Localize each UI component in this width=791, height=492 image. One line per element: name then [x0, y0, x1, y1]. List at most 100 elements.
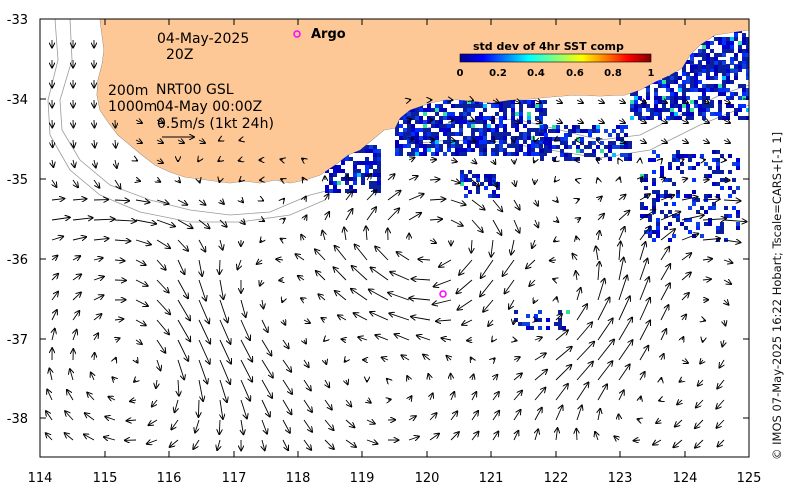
sst-pixel [714, 76, 718, 80]
current-vector [660, 283, 670, 301]
current-vector [408, 213, 421, 221]
sst-pixel [345, 181, 349, 185]
sst-pixel [468, 178, 472, 182]
sst-pixel [720, 178, 724, 182]
current-vector [240, 180, 241, 181]
current-vector [282, 399, 291, 414]
current-vector [534, 300, 535, 303]
sst-pixel [463, 100, 467, 104]
current-vector [429, 413, 437, 421]
current-vector [366, 226, 367, 241]
current-vector [375, 335, 389, 341]
sst-pixel [377, 169, 381, 173]
sst-pixel [710, 104, 714, 108]
sst-pixel [746, 53, 749, 57]
current-vector [157, 180, 160, 182]
current-vector [724, 320, 725, 325]
sst-pixel [495, 124, 499, 128]
sst-pixel [488, 178, 492, 182]
sst-pixel [435, 120, 439, 124]
sst-pixel [455, 152, 459, 156]
sst-pixel [726, 72, 730, 76]
x-tick-label: 124 [673, 471, 698, 486]
current-vector [511, 239, 514, 255]
current-vector [177, 299, 190, 320]
sst-pixel [491, 104, 495, 108]
sst-pixel [479, 116, 483, 120]
sst-pixel [736, 186, 740, 190]
sst-pixel [690, 60, 694, 64]
sst-pixel [451, 144, 455, 148]
sst-pixel [706, 104, 710, 108]
sst-pixel [539, 112, 543, 116]
sst-pixel [686, 76, 690, 80]
sst-pixel [742, 60, 746, 64]
sst-pixel [447, 100, 451, 104]
sst-pixel [674, 76, 678, 80]
sst-pixel [543, 152, 547, 156]
sst-pixel [443, 124, 447, 128]
current-vector [639, 259, 647, 281]
sst-pixel [666, 116, 670, 120]
sst-pixel [682, 96, 686, 100]
sst-pixel [540, 153, 544, 157]
sst-pixel [668, 166, 672, 170]
sst-pixel [471, 100, 475, 104]
sst-pixel [704, 174, 708, 178]
sst-pixel [666, 88, 670, 92]
sst-pixel [369, 165, 373, 169]
sst-pixel [479, 132, 483, 136]
current-vector [72, 311, 79, 321]
sst-pixel [746, 65, 749, 69]
current-vector [618, 318, 632, 341]
current-vector [554, 240, 556, 241]
sst-pixel [515, 148, 519, 152]
sst-pixel [718, 53, 722, 57]
sst-pixel [531, 104, 535, 108]
sst-pixel [568, 145, 572, 149]
sst-pixel [690, 88, 694, 92]
sst-pixel [628, 157, 632, 161]
sst-pixel [435, 140, 439, 144]
sst-pixel [718, 112, 722, 116]
current-vector [596, 246, 598, 261]
current-vector [51, 217, 70, 220]
sst-pixel [690, 112, 694, 116]
current-vector [682, 179, 687, 180]
current-vector [94, 333, 98, 341]
current-vector [303, 419, 312, 432]
current-vector [84, 434, 95, 441]
sst-pixel [535, 116, 539, 120]
sst-pixel [694, 76, 698, 80]
sst-pixel [644, 178, 648, 182]
sst-pixel [722, 53, 726, 57]
sst-pixel [499, 120, 503, 124]
current-vector [492, 392, 499, 401]
sst-pixel [491, 148, 495, 152]
current-vector [302, 159, 304, 160]
current-vector [304, 215, 307, 220]
sst-pixel [580, 149, 584, 153]
sst-pixel [361, 149, 365, 153]
sst-pixel [736, 222, 740, 226]
sst-pixel [652, 158, 656, 162]
sst-pixel [539, 140, 543, 144]
y-tick-label: -38 [7, 412, 28, 427]
current-vector [724, 300, 728, 305]
current-vector [346, 175, 348, 180]
sst-pixel [337, 189, 341, 193]
current-vector [695, 439, 704, 448]
current-vector [135, 200, 149, 202]
sst-pixel [499, 124, 503, 128]
current-vector [702, 140, 709, 143]
sst-pixel [616, 125, 620, 129]
sst-pixel [544, 133, 548, 137]
current-vector [304, 340, 306, 343]
current-vector [303, 320, 310, 323]
sst-pixel [710, 100, 714, 104]
sst-pixel [527, 104, 531, 108]
sst-pixel [650, 108, 654, 112]
sst-pixel [694, 104, 698, 108]
sst-pixel [464, 174, 468, 178]
sst-pixel [552, 145, 556, 149]
